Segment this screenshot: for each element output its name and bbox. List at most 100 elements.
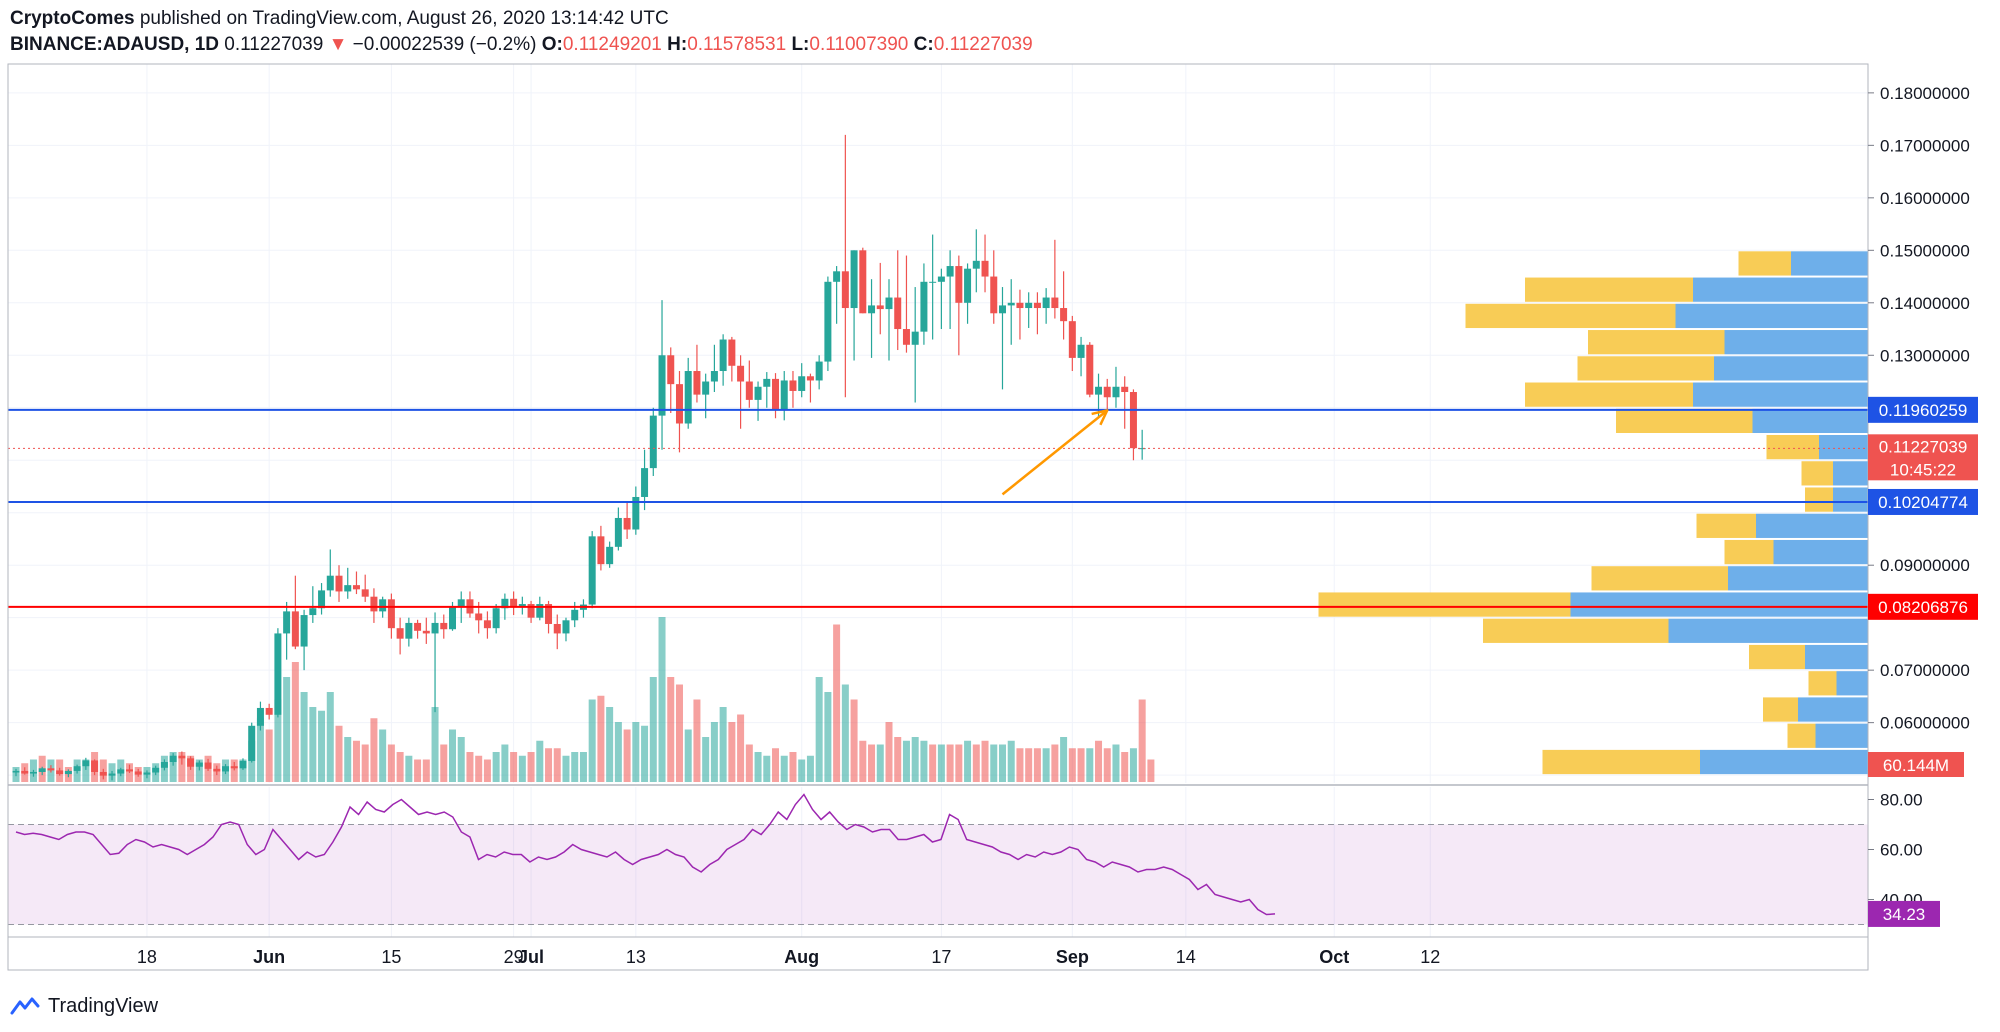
rsi-tick-label: 60.00	[1880, 841, 1923, 860]
volume-bar	[728, 722, 736, 782]
volume-bar	[501, 744, 509, 782]
volume-bar	[457, 737, 465, 782]
candle-body	[658, 355, 666, 416]
candle-body	[21, 770, 29, 774]
volume-bar	[492, 752, 500, 782]
volume-profile-up-bar	[1700, 749, 1868, 775]
candle-body	[597, 536, 605, 565]
time-tick-label: 12	[1420, 947, 1440, 967]
volume-bar	[1042, 748, 1050, 782]
volume-profile-down-bar	[1724, 539, 1774, 565]
volume-bar	[1068, 748, 1076, 782]
candle-body	[457, 599, 465, 608]
candle-body	[745, 381, 753, 400]
candle-body	[553, 623, 561, 634]
candle-body	[868, 305, 876, 314]
annotations[interactable]	[1001, 409, 1109, 496]
volume-bar	[745, 744, 753, 782]
candle-body	[309, 608, 317, 616]
candle-body	[213, 768, 221, 772]
candle-body	[632, 496, 640, 530]
candle-body	[91, 760, 99, 772]
time-tick-label: 13	[626, 947, 646, 967]
volume-bar	[955, 744, 963, 782]
volume-profile-down-bar	[1318, 592, 1571, 617]
candles	[12, 134, 1146, 781]
candle-body	[449, 607, 456, 630]
volume-bar	[291, 662, 299, 782]
volume-profile-down-bar	[1801, 461, 1833, 486]
candle-body	[414, 622, 422, 631]
symbol-name[interactable]: BINANCE:ADAUSD, 1D	[10, 34, 220, 55]
volume-profile-down-bar	[1577, 356, 1714, 381]
volume-bar	[510, 752, 518, 782]
volume-profile-down-bar	[1525, 382, 1693, 407]
volume-bar	[597, 695, 605, 782]
volume-bar	[274, 699, 282, 782]
candle-body	[623, 517, 631, 530]
volume-bar	[1121, 752, 1129, 782]
volume-profile-up-bar	[1693, 277, 1868, 302]
volume-bar	[178, 752, 186, 782]
volume-bar	[972, 744, 980, 782]
candle-body	[187, 758, 195, 767]
publisher-name[interactable]: CryptoComes	[10, 8, 135, 29]
candle-body	[230, 766, 238, 769]
volume-bar	[841, 684, 849, 782]
published-text: published on TradingView.com, August 26,…	[139, 8, 669, 29]
candle-body	[239, 760, 247, 769]
volume-profile-up-bar	[1693, 382, 1868, 407]
candle-body	[964, 268, 972, 303]
candle-body	[1129, 392, 1137, 449]
horizontal-lines[interactable]	[8, 408, 1868, 608]
candle-body	[667, 355, 675, 385]
volume-profile-up-bar	[1752, 408, 1868, 433]
level-price-badge	[1868, 593, 1978, 620]
candle-body	[1103, 386, 1111, 398]
volume-profile-down-bar	[1616, 408, 1753, 433]
candle-body	[160, 762, 168, 768]
candle-body	[431, 622, 439, 634]
footer-brand[interactable]: TradingView	[48, 994, 159, 1017]
volume-bar	[876, 744, 884, 782]
volume-bar	[1016, 748, 1024, 782]
candle-body	[99, 771, 107, 776]
volume-bar	[396, 752, 404, 782]
candle-body	[318, 590, 326, 609]
candle-body	[510, 598, 518, 608]
time-tick-label: Aug	[784, 947, 819, 967]
candle-body	[82, 760, 90, 767]
volume-bar	[326, 692, 334, 782]
volume-bar	[82, 759, 90, 782]
volume-bar	[579, 752, 587, 782]
footer: TradingView	[10, 990, 158, 1022]
candle-body	[440, 622, 448, 630]
volume-bar	[1147, 759, 1155, 782]
trend-arrow-head[interactable]	[1091, 409, 1109, 426]
time-tick-label: Sep	[1056, 947, 1089, 967]
volume-bar	[265, 729, 273, 782]
candle-body	[38, 768, 46, 772]
candle-body	[754, 386, 762, 400]
candle-body	[946, 266, 954, 277]
trend-arrow-line[interactable]	[1001, 409, 1109, 496]
price-tick-label: 0.07000000	[1880, 661, 1970, 680]
volume-bar	[431, 707, 439, 782]
volume-bar	[239, 759, 247, 782]
volume-bar	[379, 729, 387, 782]
volume-profile-up-bar	[1836, 671, 1868, 696]
candle-body	[64, 770, 72, 775]
volume-bar	[562, 755, 570, 782]
candle-body	[256, 707, 264, 726]
volume-profile-down-bar	[1805, 487, 1833, 512]
volume-bar	[1095, 740, 1103, 782]
volume-bar	[553, 748, 561, 782]
volume-profile-up-bar	[1798, 697, 1868, 722]
candle-body	[763, 378, 771, 387]
volume-bar	[702, 737, 710, 782]
tradingview-logo-icon[interactable]	[10, 996, 40, 1016]
candle-body	[737, 365, 745, 382]
candle-body	[641, 468, 649, 497]
last-price-badge	[1868, 434, 1978, 481]
